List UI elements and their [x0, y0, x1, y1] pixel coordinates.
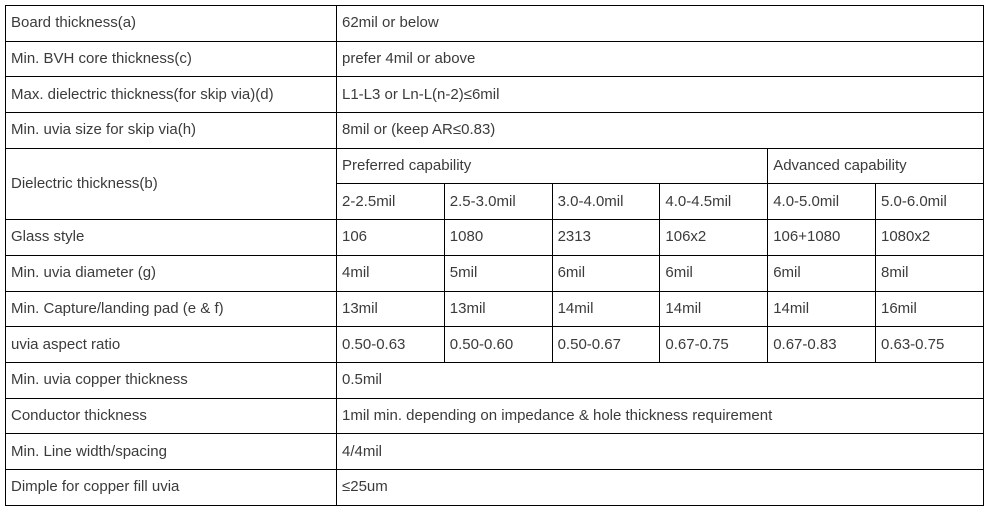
cell-value: 106+1080 — [767, 219, 876, 256]
cell-value: 6mil — [767, 254, 876, 292]
row-min-uvia-diameter: Min. uvia diameter (g) 4mil 5mil 6mil 6m… — [5, 254, 984, 292]
cell-value: 13mil — [443, 290, 553, 328]
cell-value: 8mil — [874, 254, 984, 292]
row-value: 62mil or below — [336, 5, 984, 42]
row-label: Min. uvia size for skip via(h) — [5, 112, 337, 149]
row-value: ≤25um — [336, 468, 984, 506]
row-label: Min. Capture/landing pad (e & f) — [5, 290, 337, 328]
cell-value: 6mil — [659, 254, 769, 292]
cell-value: 0.67-0.75 — [659, 326, 769, 363]
row-dimple-copper-fill-uvia: Dimple for copper fill uvia ≤25um — [5, 468, 984, 506]
row-label: Glass style — [5, 219, 337, 256]
cell-value: 1080x2 — [874, 219, 984, 256]
cell-value: 106 — [336, 219, 445, 256]
pcb-capability-table: Board thickness(a) 62mil or below Min. B… — [5, 5, 984, 506]
cell-value: 14mil — [767, 290, 876, 328]
row-min-capture-landing-pad: Min. Capture/landing pad (e & f) 13mil 1… — [5, 290, 984, 328]
dielectric-range-cell: 3.0-4.0mil — [551, 183, 661, 221]
row-label: Min. uvia copper thickness — [5, 361, 337, 399]
row-label: Min. BVH core thickness(c) — [5, 40, 337, 78]
row-min-uvia-copper-thickness: Min. uvia copper thickness 0.5mil — [5, 361, 984, 399]
row-label-dielectric-thickness: Dielectric thickness(b) — [5, 147, 337, 221]
row-capability-headers: Dielectric thickness(b) Preferred capabi… — [5, 147, 984, 221]
row-label: Conductor thickness — [5, 397, 337, 435]
cell-value: 4mil — [336, 254, 445, 292]
cell-value: 14mil — [659, 290, 769, 328]
row-label: Min. uvia diameter (g) — [5, 254, 337, 292]
row-max-dielectric-thickness: Max. dielectric thickness(for skip via)(… — [5, 76, 984, 114]
cell-value: 1080 — [443, 219, 553, 256]
dielectric-range-cell: 2.5-3.0mil — [443, 183, 553, 221]
cell-value: 13mil — [336, 290, 445, 328]
dielectric-range-cell: 4.0-4.5mil — [659, 183, 769, 221]
row-dielectric-ranges: 2-2.5mil 2.5-3.0mil 3.0-4.0mil 4.0-4.5mi… — [6, 183, 984, 221]
row-value: 0.5mil — [336, 361, 984, 399]
row-bvh-core-thickness: Min. BVH core thickness(c) prefer 4mil o… — [5, 40, 984, 78]
dielectric-range-cell: 5.0-6.0mil — [874, 183, 984, 221]
row-min-line-width-spacing: Min. Line width/spacing 4/4mil — [5, 433, 984, 470]
row-glass-style: Glass style 106 1080 2313 106x2 106+1080… — [5, 219, 984, 256]
row-conductor-thickness: Conductor thickness 1mil min. depending … — [5, 397, 984, 435]
row-value: 1mil min. depending on impedance & hole … — [336, 397, 984, 435]
advanced-capability-header: Advanced capability — [767, 147, 984, 185]
cell-value: 106x2 — [659, 219, 769, 256]
dielectric-range-cell: 4.0-5.0mil — [767, 183, 876, 221]
row-uvia-aspect-ratio: uvia aspect ratio 0.50-0.63 0.50-0.60 0.… — [5, 326, 984, 363]
dielectric-range-cell: 2-2.5mil — [336, 183, 445, 221]
row-label: Max. dielectric thickness(for skip via)(… — [5, 76, 337, 114]
row-label: Min. Line width/spacing — [5, 433, 337, 470]
preferred-capability-header: Preferred capability — [335, 147, 769, 185]
cell-value: 0.67-0.83 — [767, 326, 876, 363]
cell-value: 6mil — [551, 254, 661, 292]
row-value: 4/4mil — [336, 433, 984, 470]
row-label: uvia aspect ratio — [5, 326, 337, 363]
row-value: 8mil or (keep AR≤0.83) — [336, 112, 984, 149]
cell-value: 0.50-0.60 — [443, 326, 553, 363]
row-label: Board thickness(a) — [5, 5, 337, 42]
row-value: prefer 4mil or above — [336, 40, 984, 78]
cell-value: 5mil — [443, 254, 553, 292]
cell-value: 0.50-0.63 — [336, 326, 445, 363]
cell-value: 0.63-0.75 — [874, 326, 984, 363]
cell-value: 14mil — [551, 290, 661, 328]
cell-value: 2313 — [551, 219, 661, 256]
row-label: Dimple for copper fill uvia — [5, 468, 337, 506]
cell-value: 0.50-0.67 — [551, 326, 661, 363]
cell-value: 16mil — [874, 290, 984, 328]
row-board-thickness: Board thickness(a) 62mil or below — [5, 5, 984, 42]
row-min-uvia-size-skip-via: Min. uvia size for skip via(h) 8mil or (… — [5, 112, 984, 149]
row-value: L1-L3 or Ln-L(n-2)≤6mil — [336, 76, 984, 114]
